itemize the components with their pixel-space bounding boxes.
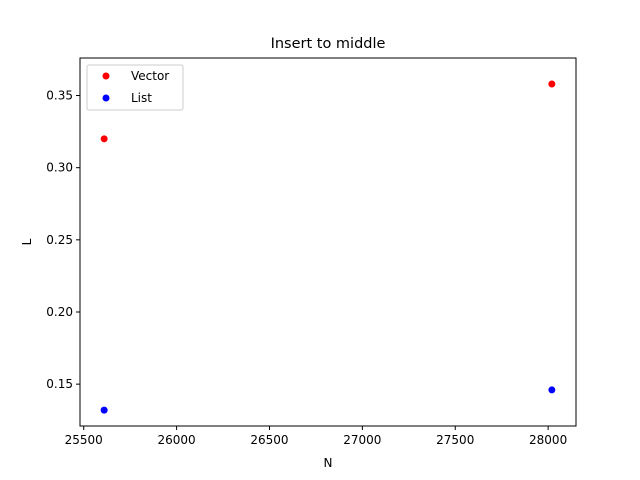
x-axis-label: N — [324, 456, 333, 470]
x-tick-label: 26000 — [158, 433, 196, 447]
x-axis: 25500 26000 26500 27000 27500 28000 — [65, 426, 567, 447]
legend-label-vector: Vector — [131, 69, 169, 83]
x-tick-label: 25500 — [65, 433, 103, 447]
chart-title: Insert to middle — [271, 36, 386, 52]
y-axis: 0.15 0.20 0.25 0.30 0.35 — [46, 89, 80, 391]
data-point-list — [548, 386, 556, 394]
legend-box — [86, 64, 184, 111]
x-tick-label: 27000 — [343, 433, 381, 447]
y-tick-label: 0.15 — [46, 377, 73, 391]
y-axis-label: L — [20, 238, 34, 245]
data-point-list — [100, 406, 108, 414]
data-point-vector — [548, 80, 556, 88]
x-tick-label: 27500 — [436, 433, 474, 447]
y-tick-label: 0.25 — [46, 233, 73, 247]
series-list — [100, 386, 556, 414]
plot-frame — [79, 57, 577, 427]
legend-marker-vector — [102, 72, 110, 80]
plot-area — [100, 80, 556, 414]
y-tick-label: 0.30 — [46, 161, 73, 175]
data-point-vector — [100, 135, 108, 143]
legend-label-list: List — [131, 91, 152, 105]
legend: Vector List — [86, 64, 184, 111]
y-tick-label: 0.35 — [46, 89, 73, 103]
x-tick-label: 26500 — [250, 433, 288, 447]
y-tick-label: 0.20 — [46, 305, 73, 319]
x-tick-label: 28000 — [529, 433, 567, 447]
legend-marker-list — [102, 94, 110, 102]
series-vector — [100, 80, 556, 143]
